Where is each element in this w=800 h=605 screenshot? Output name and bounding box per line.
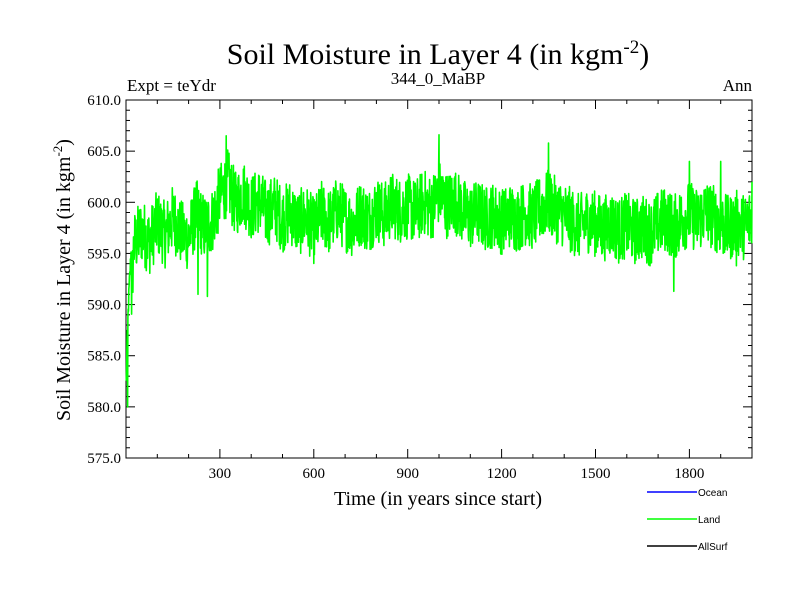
x-axis-label: Time (in years since start) <box>334 488 542 510</box>
legend: Ocean Land AllSurf <box>647 488 728 553</box>
legend-label-ocean: Ocean <box>698 488 727 499</box>
y-tick-label: 585.0 <box>87 349 121 365</box>
subtitle-period: 344_0_MaBP <box>391 69 485 88</box>
y-tick-label: 600.0 <box>87 195 121 211</box>
y-tick-label: 575.0 <box>87 451 121 467</box>
series-line-land <box>125 134 753 408</box>
subtitle-expt: Expt = teYdr <box>127 76 216 95</box>
chart-title: Soil Moisture in Layer 4 (in kgm-2) <box>227 37 649 71</box>
axis-ticks: 575.0 580.0 585.0 590.0 595.0 600.0 605.0 610.0… <box>87 93 752 482</box>
y-tick-label: 610.0 <box>87 93 121 109</box>
x-tick-label: 1200 <box>487 466 517 482</box>
y-axis-label: Soil Moisture in Layer 4 (in kgm-2) <box>50 139 75 421</box>
x-tick-label: 300 <box>209 466 232 482</box>
series-layer <box>125 134 753 408</box>
x-tick-label: 600 <box>303 466 326 482</box>
legend-label-land: Land <box>698 515 720 526</box>
x-tick-label: 900 <box>396 466 419 482</box>
x-tick-label: 1800 <box>674 466 704 482</box>
legend-label-allsurf: AllSurf <box>698 542 728 553</box>
y-tick-label: 605.0 <box>87 144 121 160</box>
y-tick-label: 580.0 <box>87 400 121 416</box>
subtitle-season: Ann <box>723 76 753 95</box>
y-tick-label: 590.0 <box>87 298 121 314</box>
x-tick-label: 1500 <box>581 466 611 482</box>
y-tick-label: 595.0 <box>87 246 121 262</box>
